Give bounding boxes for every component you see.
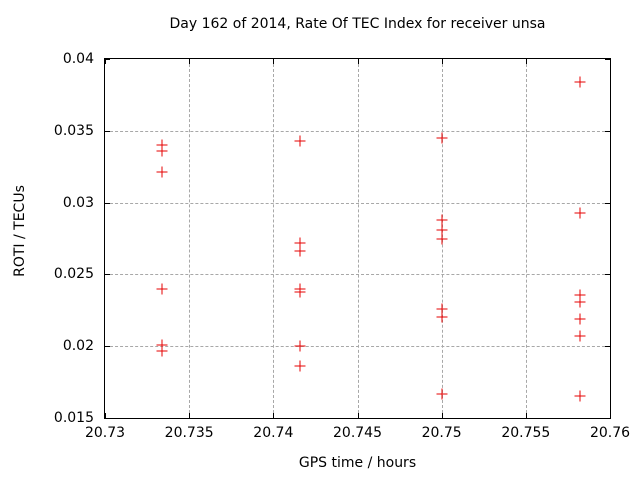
data-point-marker — [156, 339, 168, 351]
data-point-marker — [156, 345, 168, 356]
x-tick-mark — [610, 59, 611, 64]
x-tick-label: 20.745 — [333, 425, 382, 441]
data-point-marker — [436, 388, 448, 400]
data-point-marker — [294, 286, 306, 298]
y-tick-mark — [105, 130, 110, 132]
y-tick-mark — [605, 130, 610, 132]
x-tick-mark — [610, 413, 611, 418]
vertical-gridline — [273, 59, 275, 418]
y-tick-label: 0.025 — [53, 266, 94, 283]
y-tick-label: 0.015 — [53, 410, 94, 426]
x-tick-mark — [357, 59, 359, 64]
data-point-marker — [436, 132, 448, 144]
data-point-marker — [294, 237, 306, 249]
data-point-marker — [574, 289, 586, 300]
data-point-marker — [436, 233, 448, 244]
x-tick-label: 20.755 — [501, 425, 551, 441]
x-tick-label: 20.735 — [164, 425, 214, 441]
data-point-marker — [294, 340, 306, 352]
x-tick-mark — [525, 59, 527, 64]
data-point-marker — [156, 145, 168, 157]
horizontal-gridline — [105, 202, 610, 204]
y-tick-mark — [105, 418, 110, 419]
x-tick-mark — [357, 413, 359, 418]
vertical-gridline — [525, 59, 527, 418]
y-tick-mark — [105, 346, 110, 348]
vertical-gridline — [357, 59, 359, 418]
x-tick-mark — [273, 59, 275, 64]
y-tick-label: 0.04 — [62, 51, 94, 67]
data-point-marker — [156, 283, 168, 295]
x-tick-label: 20.74 — [253, 425, 294, 441]
y-tick-mark — [105, 274, 110, 276]
x-tick-mark — [189, 413, 191, 418]
data-point-marker — [574, 76, 586, 88]
horizontal-gridline — [105, 130, 610, 132]
x-tick-mark — [441, 413, 443, 418]
x-tick-mark — [441, 59, 443, 64]
y-tick-mark — [605, 202, 610, 204]
x-tick-mark — [105, 413, 106, 418]
data-point-marker — [574, 207, 586, 219]
y-tick-mark — [605, 346, 610, 348]
x-tick-label: 20.76 — [589, 425, 631, 441]
data-point-marker — [436, 214, 448, 226]
y-tick-mark — [105, 202, 110, 204]
x-tick-mark — [189, 59, 191, 64]
data-point-marker — [156, 166, 168, 178]
data-point-marker — [294, 360, 306, 372]
y-tick-label: 0.035 — [53, 122, 94, 139]
x-tick-mark — [105, 59, 106, 64]
x-tick-label: 20.73 — [84, 425, 126, 441]
plot-area — [104, 58, 611, 419]
horizontal-gridline — [105, 346, 610, 348]
data-point-marker — [574, 390, 586, 402]
data-point-marker — [574, 330, 586, 342]
x-axis-label: GPS time / hours — [298, 455, 417, 471]
y-tick-mark — [605, 59, 610, 60]
x-tick-mark — [525, 413, 527, 418]
data-point-marker — [436, 303, 448, 315]
data-point-marker — [574, 313, 586, 325]
y-tick-mark — [605, 274, 610, 276]
data-point-marker — [574, 296, 586, 308]
data-point-marker — [156, 139, 168, 151]
horizontal-gridline — [105, 274, 610, 276]
data-point-marker — [294, 135, 306, 147]
data-point-marker — [436, 311, 448, 323]
data-point-marker — [436, 224, 448, 236]
x-tick-mark — [273, 413, 275, 418]
y-tick-label: 0.03 — [62, 194, 94, 211]
y-tick-label: 0.02 — [62, 338, 94, 355]
y-tick-mark — [105, 59, 110, 60]
chart-title: Day 162 of 2014, Rate Of TEC Index for r… — [169, 16, 546, 32]
data-point-marker — [294, 245, 306, 257]
vertical-gridline — [189, 59, 191, 418]
y-tick-mark — [605, 418, 610, 419]
x-tick-label: 20.75 — [421, 425, 462, 441]
